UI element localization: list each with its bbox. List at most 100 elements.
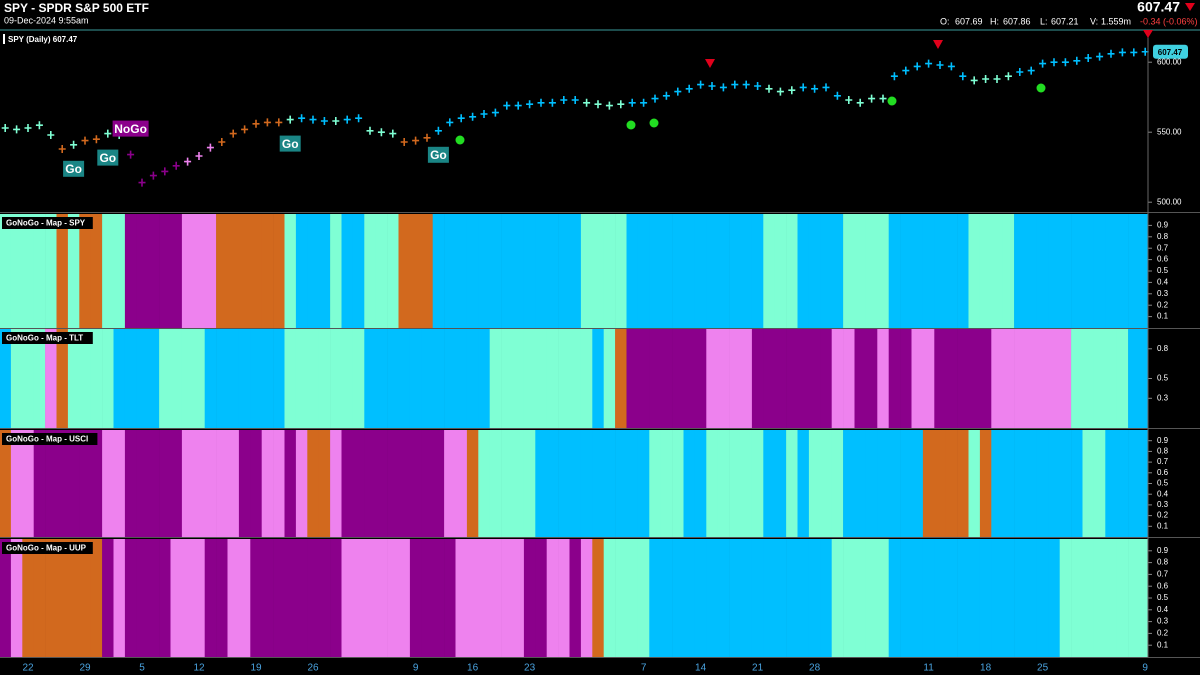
map-cell [33,329,46,428]
map-cell [558,539,570,657]
map-cell [945,329,958,428]
map-cell [352,214,365,328]
price-bar [434,126,442,135]
map-cell [295,214,308,328]
price-bar [1084,54,1092,62]
y-tick-label: 0.1 [1157,312,1169,321]
price-bar [1050,58,1058,67]
map-cell [751,539,764,657]
map-cell [797,329,810,428]
map-cell [1139,329,1149,428]
map-cell [466,329,479,428]
go-dot [1036,83,1046,93]
map-cell [934,214,946,328]
panel-title: GoNoGo - Map - SPY [6,219,86,228]
price-bar [697,80,705,89]
map-cell [831,430,844,537]
map-cell [843,214,855,328]
map-cell [1036,329,1049,428]
price-bar [206,143,214,152]
title: SPY - SPDR S&P 500 ETF [4,1,149,15]
map-cell [227,214,240,328]
map-cell [1105,214,1117,328]
map-cell [181,329,194,428]
map-cell [136,329,148,428]
map-cell [307,430,319,537]
price-bar [263,118,271,127]
map-cell [683,214,696,328]
price-bar [1004,72,1012,81]
map-cell [318,539,331,657]
map-cell [900,329,912,428]
panel-title-box [2,542,93,554]
price-bar [514,101,522,110]
map-cell [615,539,627,657]
map-cell [523,214,536,328]
map-cell [22,329,34,428]
price-bar [776,87,784,96]
map-cell [1082,539,1095,657]
map-cell [489,329,502,428]
map-cell [900,539,912,657]
map-cell [352,329,365,428]
price-bar [594,100,602,109]
map-cell [387,329,399,428]
map-cell [501,214,513,328]
map-cell [820,430,832,537]
map-cell [763,329,775,428]
map-cell [603,430,616,537]
map-cell [478,430,490,537]
map-cell [968,214,981,328]
map-cell [729,430,741,537]
map-cell [216,329,228,428]
map-cell [193,539,205,657]
map-cell [22,214,34,328]
price-bar [1027,66,1035,75]
y-tick-label: 0.3 [1157,617,1169,626]
map-cell [90,214,103,328]
x-tick-label: 21 [752,663,764,674]
map-cell [763,430,775,537]
map-cell [934,539,946,657]
y-tick-label: 0.4 [1157,278,1169,287]
map-cell [0,329,12,428]
map-cell [1048,539,1060,657]
map-cell [512,329,525,428]
signal-label: Go [65,162,82,176]
map-cell [820,214,832,328]
map-cell [330,214,342,328]
map-cell [295,430,308,537]
map-cell [683,430,696,537]
map-cell [147,430,160,537]
y-tick-label: 0.5 [1157,266,1169,275]
map-cell [649,539,661,657]
map-cell [352,430,365,537]
map-cell [1071,214,1083,328]
map-cell [1059,214,1072,328]
map-cell [1093,430,1106,537]
map-cell [33,539,46,657]
map-cell [945,214,958,328]
map-cell [216,214,228,328]
map-cell [717,539,730,657]
map-cell [444,430,456,537]
map-cell [991,214,1003,328]
price-bar [480,110,488,118]
map-cell [580,214,593,328]
map-cell [706,430,718,537]
map-cell [79,539,91,657]
map-cell [877,430,889,537]
map-cell [1014,430,1026,537]
map-cell [922,329,935,428]
price-bar [879,94,887,103]
price-bar [868,94,876,103]
panel-title: GoNoGo - Map - TLT [6,334,83,343]
map-cell [626,430,639,537]
map-cell [375,539,388,657]
price-bar [548,98,556,107]
map-cell [364,329,376,428]
y-tick-label: 0.9 [1157,221,1169,230]
map-cell [979,214,992,328]
map-cell [729,539,741,657]
